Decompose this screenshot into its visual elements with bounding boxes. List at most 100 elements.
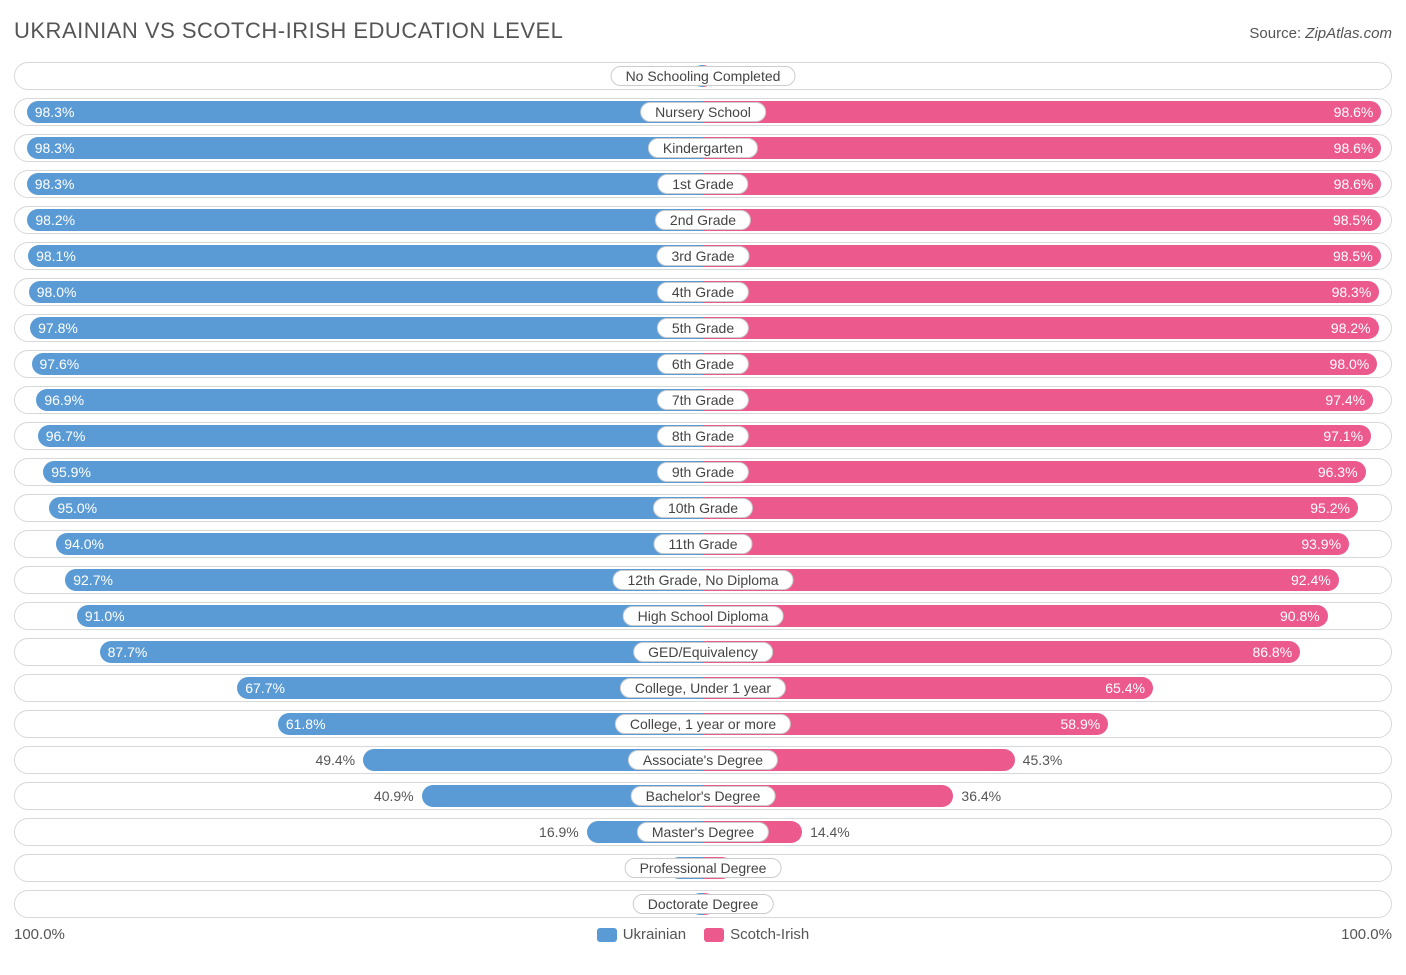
pct-label-ukrainian: 94.0% <box>64 536 104 552</box>
category-label: 9th Grade <box>657 462 749 482</box>
legend-item-ukrainian: Ukrainian <box>597 926 686 943</box>
pct-label-ukrainian: 98.1% <box>36 248 76 264</box>
bar-ukrainian: 91.0% <box>77 605 703 627</box>
chart-row: 16.9%14.4%Master's Degree <box>14 818 1392 846</box>
chart-row: 5.1%4.3%Professional Degree <box>14 854 1392 882</box>
pct-label-ukrainian: 91.0% <box>85 608 125 624</box>
bar-scotch-irish: 97.4% <box>703 389 1373 411</box>
bar-scotch-irish: 98.5% <box>703 209 1381 231</box>
chart-container: UKRAINIAN VS SCOTCH-IRISH EDUCATION LEVE… <box>0 0 1406 955</box>
pct-label-scotch-irish: 95.2% <box>1310 500 1350 516</box>
bar-scotch-irish: 93.9% <box>703 533 1349 555</box>
bar-ukrainian: 97.6% <box>32 353 703 375</box>
bar-ukrainian: 98.3% <box>27 173 703 195</box>
category-label: College, Under 1 year <box>620 678 786 698</box>
bar-scotch-irish: 96.3% <box>703 461 1366 483</box>
category-label: 3rd Grade <box>656 246 749 266</box>
category-label: 5th Grade <box>657 318 749 338</box>
bar-ukrainian: 98.0% <box>29 281 703 303</box>
chart-row: 98.0%98.3%4th Grade <box>14 278 1392 306</box>
pct-label-ukrainian: 16.9% <box>539 824 579 840</box>
chart-row: 2.1%1.9%Doctorate Degree <box>14 890 1392 918</box>
category-label: 6th Grade <box>657 354 749 374</box>
chart-header: UKRAINIAN VS SCOTCH-IRISH EDUCATION LEVE… <box>14 18 1392 44</box>
chart-row: 87.7%86.8%GED/Equivalency <box>14 638 1392 666</box>
bar-ukrainian: 92.7% <box>65 569 703 591</box>
pct-label-ukrainian: 98.2% <box>35 212 75 228</box>
chart-row: 98.3%98.6%Kindergarten <box>14 134 1392 162</box>
bar-scotch-irish: 98.3% <box>703 281 1379 303</box>
pct-label-scotch-irish: 58.9% <box>1061 716 1101 732</box>
pct-label-scotch-irish: 98.5% <box>1333 212 1373 228</box>
pct-label-scotch-irish: 98.3% <box>1332 284 1372 300</box>
chart-row: 94.0% 93.9% 11th Grade <box>14 530 1392 558</box>
bar-ukrainian: 95.0% <box>49 497 703 519</box>
category-label: Kindergarten <box>648 138 758 158</box>
category-label: 12th Grade, No Diploma <box>613 570 794 590</box>
chart-footer: 100.0% Ukrainian Scotch-Irish 100.0% <box>14 926 1392 943</box>
chart-row: 98.3% 98.6% Nursery School <box>14 98 1392 126</box>
pct-label-ukrainian: 97.8% <box>38 320 78 336</box>
legend-label-scotch-irish: Scotch-Irish <box>730 926 809 943</box>
pct-label-ukrainian: 92.7% <box>73 572 113 588</box>
legend-swatch-scotch-irish <box>704 928 724 942</box>
pct-label-scotch-irish: 36.4% <box>961 788 1001 804</box>
pct-label-scotch-irish: 45.3% <box>1023 752 1063 768</box>
chart-title: UKRAINIAN VS SCOTCH-IRISH EDUCATION LEVE… <box>14 18 563 44</box>
pct-label-scotch-irish: 96.3% <box>1318 464 1358 480</box>
category-label: 11th Grade <box>653 534 752 554</box>
category-label: 7th Grade <box>657 390 749 410</box>
pct-label-ukrainian: 96.9% <box>44 392 84 408</box>
category-label: High School Diploma <box>623 606 784 626</box>
chart-row: 97.6% 98.0% 6th Grade <box>14 350 1392 378</box>
legend-item-scotch-irish: Scotch-Irish <box>704 926 809 943</box>
pct-label-scotch-irish: 98.0% <box>1330 356 1370 372</box>
category-label: 1st Grade <box>657 174 748 194</box>
bar-scotch-irish: 98.2% <box>703 317 1379 339</box>
chart-row: 97.8% 98.2% 5th Grade <box>14 314 1392 342</box>
bar-ukrainian: 95.9% <box>43 461 703 483</box>
axis-max-left: 100.0% <box>14 926 65 943</box>
pct-label-ukrainian: 61.8% <box>286 716 326 732</box>
chart-row: 92.7%92.4%12th Grade, No Diploma <box>14 566 1392 594</box>
chart-row: 67.7%65.4%College, Under 1 year <box>14 674 1392 702</box>
chart-row: 91.0%90.8%High School Diploma <box>14 602 1392 630</box>
category-label: 10th Grade <box>653 498 753 518</box>
source-value: ZipAtlas.com <box>1305 25 1392 42</box>
category-label: Associate's Degree <box>628 750 778 770</box>
pct-label-ukrainian: 95.9% <box>51 464 91 480</box>
bar-ukrainian: 98.2% <box>27 209 703 231</box>
pct-label-scotch-irish: 65.4% <box>1105 680 1145 696</box>
pct-label-scotch-irish: 97.4% <box>1325 392 1365 408</box>
bar-ukrainian: 87.7% <box>100 641 703 663</box>
pct-label-ukrainian: 98.3% <box>35 104 75 120</box>
bar-scotch-irish: 98.6% <box>703 101 1381 123</box>
pct-label-ukrainian: 98.0% <box>37 284 77 300</box>
chart-row: 95.0% 95.2% 10th Grade <box>14 494 1392 522</box>
pct-label-ukrainian: 49.4% <box>315 752 355 768</box>
bar-scotch-irish: 98.6% <box>703 173 1381 195</box>
bar-ukrainian: 97.8% <box>30 317 703 339</box>
category-label: Nursery School <box>640 102 766 122</box>
chart-row: 96.7%97.1%8th Grade <box>14 422 1392 450</box>
bar-ukrainian: 98.1% <box>28 245 703 267</box>
legend-label-ukrainian: Ukrainian <box>623 926 686 943</box>
bar-scotch-irish: 98.5% <box>703 245 1381 267</box>
source-label: Source: <box>1249 25 1305 42</box>
pct-label-ukrainian: 40.9% <box>374 788 414 804</box>
legend: Ukrainian Scotch-Irish <box>597 926 810 943</box>
bar-scotch-irish: 98.6% <box>703 137 1381 159</box>
pct-label-scotch-irish: 98.2% <box>1331 320 1371 336</box>
category-label: 2nd Grade <box>655 210 751 230</box>
legend-swatch-ukrainian <box>597 928 617 942</box>
pct-label-scotch-irish: 98.6% <box>1334 104 1374 120</box>
category-label: Bachelor's Degree <box>631 786 776 806</box>
category-label: No Schooling Completed <box>611 66 796 86</box>
pct-label-scotch-irish: 14.4% <box>810 824 850 840</box>
pct-label-scotch-irish: 98.5% <box>1333 248 1373 264</box>
bar-ukrainian: 98.3% <box>27 101 703 123</box>
category-label: Doctorate Degree <box>633 894 774 914</box>
pct-label-scotch-irish: 93.9% <box>1301 536 1341 552</box>
bar-ukrainian: 94.0% <box>56 533 703 555</box>
pct-label-scotch-irish: 86.8% <box>1252 644 1292 660</box>
